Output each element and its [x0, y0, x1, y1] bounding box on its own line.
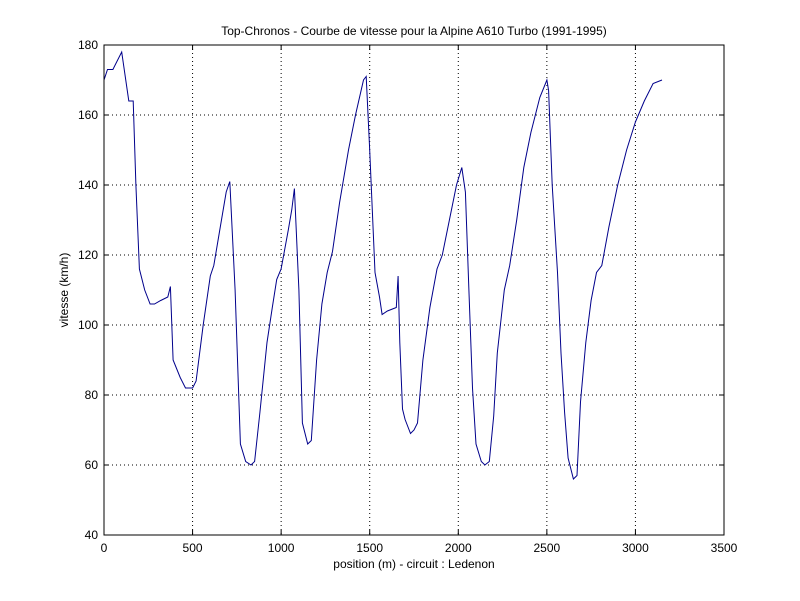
x-axis-label: position (m) - circuit : Ledenon	[333, 557, 494, 571]
y-tick-label: 80	[85, 388, 99, 402]
series-line-speed	[103, 50, 663, 480]
x-tick-label: 2000	[445, 541, 472, 555]
y-axis-label: vitesse (km/h)	[57, 253, 71, 328]
y-tick-label: 40	[85, 528, 99, 542]
x-tick-label: 1000	[268, 541, 295, 555]
x-tick-label: 2500	[534, 541, 561, 555]
y-tick-label: 60	[85, 458, 99, 472]
x-tick-label: 3000	[622, 541, 649, 555]
x-tick-label: 3500	[711, 541, 738, 555]
y-tick-label: 160	[78, 108, 98, 122]
y-tick-label: 100	[78, 318, 98, 332]
tick-labels: 0 500 1000 1500 2000 2500 3000 3500 40 60 80 100 120…	[78, 38, 738, 555]
x-tick-label: 0	[101, 541, 108, 555]
x-tick-label: 500	[183, 541, 203, 555]
y-tick-label: 120	[78, 248, 98, 262]
y-tick-label: 140	[78, 178, 98, 192]
plot-frame	[103, 44, 725, 536]
chart-title: Top-Chronos - Courbe de vitesse pour la …	[221, 24, 607, 38]
grid-lines	[104, 45, 724, 535]
plot-area	[103, 44, 725, 536]
y-tick-label: 180	[78, 38, 98, 52]
x-tick-label: 1500	[356, 541, 383, 555]
